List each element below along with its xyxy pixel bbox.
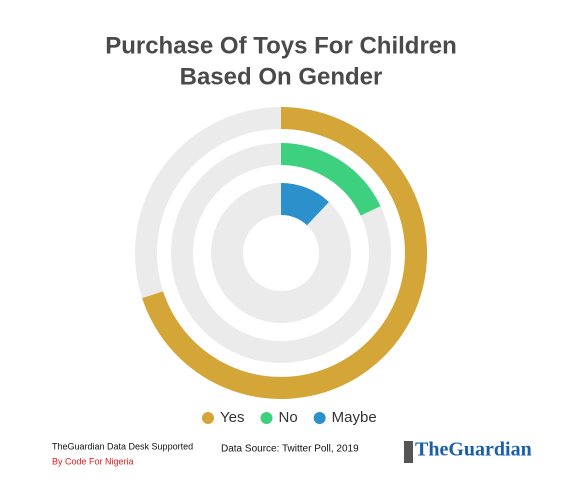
legend-label: Maybe <box>332 409 377 426</box>
chart-title: Based On Gender <box>180 63 383 90</box>
track <box>211 183 352 323</box>
legend-marker <box>202 412 214 424</box>
legend-label: No <box>278 409 297 426</box>
credit: TheGuardian Data Desk Supported <box>52 441 193 451</box>
legend: Yes No Maybe <box>202 409 377 426</box>
arc <box>281 183 329 226</box>
legend-marker <box>260 412 273 424</box>
source: Data Source: Twitter Poll, 2019 <box>221 444 359 455</box>
logo: TheGuardian <box>415 439 532 461</box>
rings <box>134 107 427 400</box>
logo-icon <box>404 441 413 463</box>
credit: By Code For Nigeria <box>52 456 134 466</box>
arc <box>281 143 381 216</box>
chart-title: Purchase Of Toys For Children <box>105 32 457 59</box>
legend-marker <box>313 412 326 424</box>
legend-label: Yes <box>220 409 244 426</box>
